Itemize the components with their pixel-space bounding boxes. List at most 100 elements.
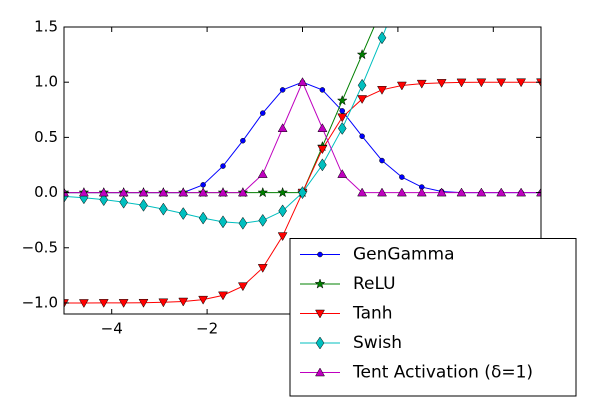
marker [496, 78, 507, 88]
marker [240, 137, 246, 144]
marker [357, 78, 367, 92]
marker [416, 187, 427, 197]
y-tick-label: 0.5 [34, 128, 58, 146]
marker [237, 282, 248, 292]
marker [476, 187, 487, 197]
marker [436, 187, 447, 197]
marker [257, 264, 268, 273]
marker [356, 48, 368, 60]
marker [277, 123, 288, 132]
legend-label: Tent Activation (δ=1) [352, 363, 533, 383]
marker [260, 110, 266, 116]
marker [118, 187, 129, 197]
marker [178, 207, 188, 221]
marker [315, 309, 325, 319]
marker [78, 299, 89, 308]
marker [377, 86, 387, 95]
marker [198, 187, 209, 197]
marker [64, 299, 69, 308]
marker [139, 198, 148, 212]
marker [377, 4, 387, 13]
marker [456, 187, 467, 197]
legend-box [289, 238, 577, 397]
marker [357, 187, 368, 197]
marker [220, 163, 226, 169]
marker [99, 193, 109, 207]
marker [516, 187, 527, 197]
marker [138, 298, 149, 308]
y-tick-label: −0.5 [22, 238, 58, 256]
marker [118, 299, 129, 308]
y-tick-label: 1.0 [34, 73, 58, 91]
legend-label: ReLU [353, 274, 396, 294]
legend-label: GenGamma [353, 245, 455, 265]
marker [399, 174, 405, 180]
marker [159, 202, 168, 216]
marker [237, 187, 248, 197]
marker [297, 77, 308, 86]
marker [277, 186, 289, 198]
marker [516, 78, 527, 88]
marker [496, 187, 507, 197]
marker [119, 195, 128, 209]
marker [418, 184, 425, 190]
marker [337, 113, 348, 123]
marker [98, 187, 109, 197]
marker [317, 123, 328, 132]
marker [315, 367, 325, 377]
legend-label: Tanh [352, 304, 393, 324]
marker [138, 187, 149, 197]
marker [158, 187, 169, 197]
marker [218, 187, 228, 197]
marker [377, 187, 387, 197]
marker [178, 187, 189, 197]
marker [315, 336, 325, 350]
plot [64, 4, 541, 308]
y-tick-label: 1.5 [34, 18, 58, 36]
marker [336, 94, 348, 106]
marker [218, 291, 228, 301]
y-tick-label: −1.0 [22, 293, 58, 311]
marker [476, 78, 487, 88]
x-tick-label: −2 [196, 320, 218, 338]
marker [317, 145, 328, 155]
marker [279, 87, 286, 93]
marker [277, 232, 288, 242]
marker [377, 31, 387, 45]
marker [258, 213, 268, 227]
axes: −4−2024−1.0−0.50.00.51.01.5 [22, 18, 541, 338]
marker [416, 79, 427, 89]
marker [318, 158, 327, 172]
marker [178, 297, 189, 307]
marker [317, 251, 323, 258]
marker [396, 187, 407, 197]
marker [198, 211, 208, 225]
x-tick-label: −4 [101, 320, 123, 338]
marker [359, 133, 365, 140]
marker [456, 78, 467, 88]
marker [339, 108, 345, 114]
marker [238, 216, 248, 230]
marker [337, 121, 347, 135]
marker [379, 157, 385, 164]
marker [337, 169, 348, 178]
marker [218, 215, 228, 229]
marker [314, 278, 326, 289]
marker [158, 298, 169, 308]
marker [200, 182, 206, 188]
marker [198, 295, 209, 305]
legend: GenGamma ReLU Tanh Swish Tent Activation (δ=… [289, 238, 577, 397]
marker [319, 87, 326, 93]
marker [357, 95, 368, 104]
y-tick-label: 0.0 [34, 183, 58, 201]
marker [298, 186, 307, 200]
legend-label: Swish [353, 333, 402, 353]
marker [396, 81, 407, 91]
marker [278, 204, 287, 218]
marker [98, 299, 109, 308]
marker [78, 187, 89, 197]
marker [436, 79, 447, 88]
marker [257, 186, 269, 198]
marker [257, 169, 268, 178]
